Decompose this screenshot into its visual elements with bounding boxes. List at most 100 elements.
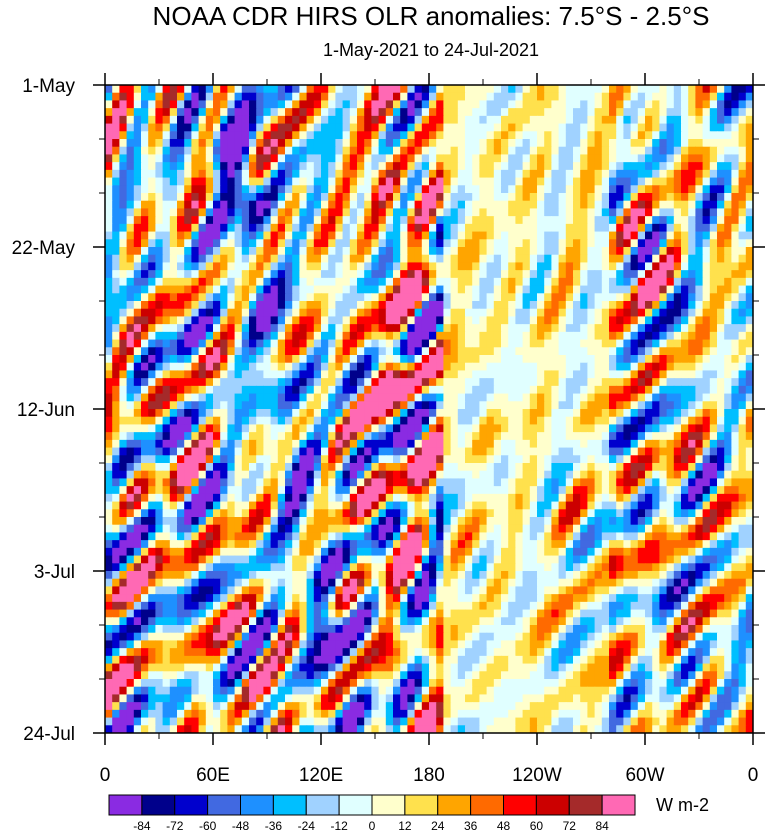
heatmap-cell: [105, 301, 113, 310]
heatmap-cell: [673, 162, 682, 171]
heatmap-cell: [234, 424, 243, 433]
heatmap-cell: [220, 447, 228, 456]
heatmap-cell: [119, 463, 128, 472]
heatmap-cell: [457, 347, 466, 356]
heatmap-cell: [112, 139, 120, 148]
heatmap-cell: [393, 393, 401, 402]
heatmap-cell: [731, 285, 740, 294]
heatmap-cell: [465, 146, 473, 156]
heatmap-cell: [414, 486, 423, 495]
heatmap-cell: [659, 339, 668, 348]
heatmap-cell: [270, 239, 279, 248]
heatmap-cell: [623, 169, 632, 179]
heatmap-cell: [234, 501, 243, 510]
heatmap-cell: [407, 486, 416, 495]
heatmap-cell: [724, 162, 732, 171]
heatmap-cell: [544, 254, 552, 264]
heatmap-cell: [717, 370, 725, 379]
heatmap-cell: [133, 239, 142, 248]
heatmap-cell: [133, 139, 142, 148]
heatmap-cell: [414, 416, 423, 426]
heatmap-cell: [515, 185, 524, 194]
heatmap-cell: [342, 416, 351, 426]
heatmap-cell: [537, 339, 545, 348]
heatmap-cell: [256, 92, 264, 102]
heatmap-cell: [162, 185, 171, 194]
heatmap-cell: [666, 401, 675, 410]
heatmap-cell: [580, 131, 588, 140]
heatmap-cell: [479, 339, 488, 348]
heatmap-cell: [450, 146, 459, 156]
heatmap-cell: [213, 324, 221, 333]
heatmap-cell: [630, 216, 639, 225]
heatmap-cell: [688, 486, 696, 495]
heatmap-cell: [673, 216, 682, 225]
heatmap-cell: [227, 401, 236, 410]
heatmap-cell: [522, 231, 531, 240]
heatmap-cell: [385, 301, 394, 310]
heatmap-cell: [717, 139, 725, 148]
heatmap-cell: [162, 509, 171, 518]
heatmap-cell: [450, 324, 459, 333]
heatmap-cell: [205, 92, 214, 102]
heatmap-cell: [501, 231, 509, 240]
heatmap-cell: [436, 270, 444, 279]
heatmap-cell: [594, 231, 603, 240]
heatmap-cell: [436, 139, 444, 148]
heatmap-cell: [558, 347, 567, 356]
heatmap-cell: [573, 285, 581, 294]
heatmap-cell: [335, 200, 344, 210]
heatmap-cell: [637, 270, 646, 279]
heatmap-cell: [162, 139, 171, 148]
heatmap-cell: [241, 347, 250, 356]
heatmap-cell: [198, 463, 207, 472]
heatmap-cell: [472, 277, 480, 287]
heatmap-cell: [551, 108, 560, 117]
heatmap-cell: [378, 486, 387, 495]
heatmap-cell: [551, 493, 560, 503]
heatmap-cell: [501, 169, 509, 179]
heatmap-cell: [601, 100, 610, 109]
heatmap-cell: [486, 262, 495, 271]
heatmap-cell: [328, 355, 336, 364]
heatmap-cell: [184, 231, 192, 240]
heatmap-cell: [436, 115, 444, 125]
heatmap-cell: [407, 347, 416, 356]
heatmap-cell: [443, 285, 452, 294]
heatmap-cell: [573, 447, 581, 456]
heatmap-cell: [457, 339, 466, 348]
heatmap-cell: [184, 355, 192, 364]
heatmap-cell: [486, 355, 495, 364]
heatmap-cell: [745, 362, 753, 372]
heatmap-cell: [717, 270, 725, 279]
heatmap-cell: [292, 409, 300, 418]
heatmap-cell: [551, 324, 560, 333]
heatmap-cell: [450, 231, 459, 240]
heatmap-cell: [364, 154, 372, 163]
heatmap-cell: [162, 285, 171, 294]
heatmap-cell: [702, 439, 711, 449]
heatmap-cell: [479, 470, 488, 480]
heatmap-cell: [429, 409, 437, 418]
heatmap-cell: [623, 185, 632, 194]
heatmap-cell: [306, 270, 315, 279]
heatmap-cell: [508, 324, 516, 333]
heatmap-cell: [285, 308, 293, 318]
heatmap-cell: [357, 424, 365, 433]
heatmap-cell: [436, 231, 444, 240]
heatmap-cell: [450, 239, 459, 248]
heatmap-cell: [241, 200, 250, 210]
heatmap-cell: [313, 486, 322, 495]
heatmap-cell: [263, 154, 272, 163]
heatmap-cell: [717, 216, 725, 225]
heatmap-cell: [133, 177, 142, 186]
heatmap-cell: [191, 131, 200, 140]
heatmap-cell: [299, 424, 308, 433]
heatmap-cell: [393, 293, 401, 302]
heatmap-cell: [738, 223, 747, 233]
heatmap-cell: [681, 447, 689, 456]
heatmap-cell: [321, 339, 329, 348]
heatmap-cell: [256, 455, 264, 464]
heatmap-cell: [616, 270, 624, 279]
heatmap-cell: [544, 447, 552, 456]
